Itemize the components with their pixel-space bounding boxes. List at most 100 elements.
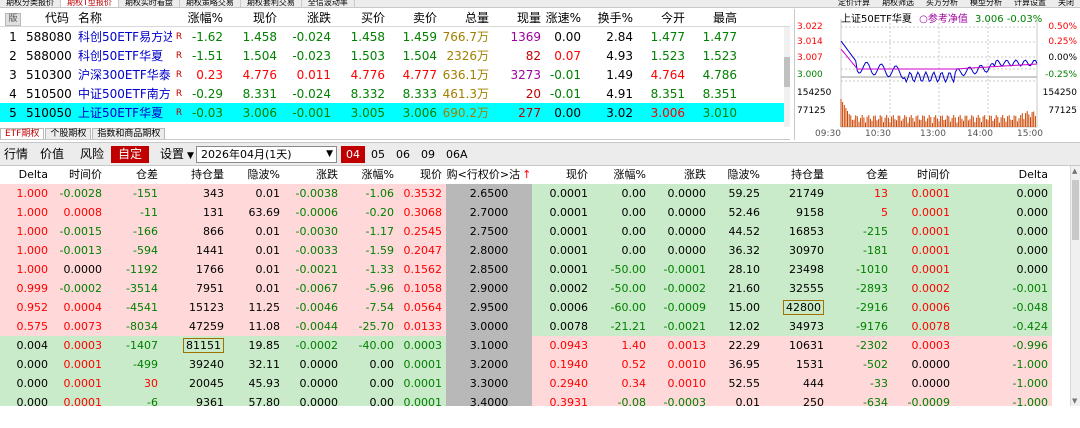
scroll-down-icon[interactable]: ▼ <box>1072 397 1078 405</box>
strike-price[interactable]: 3.4000 <box>446 393 532 406</box>
top-tab-5[interactable]: 全信波动率 <box>302 0 355 7</box>
put-cell-仓差: -2302 <box>828 336 892 355</box>
expiry-month-select[interactable]: 2026年04月(1天) ▼ <box>196 146 337 163</box>
strike-price[interactable]: 2.8500 <box>446 260 532 279</box>
sub-tab-0[interactable]: ETF期权 <box>0 128 45 139</box>
t-quote-scrollbar-thumb[interactable] <box>1072 180 1079 240</box>
top-right-link-2[interactable]: 买方分析 <box>926 0 958 7</box>
header-idx[interactable]: 版 <box>0 10 26 26</box>
quote-scrollbar[interactable] <box>784 27 790 127</box>
month-button-06A[interactable]: 06A <box>446 148 468 161</box>
quote-row[interactable]: 5 510050 上证50ETF华夏 R -0.03 3.006 -0.001 3.005 3.… <box>0 103 790 122</box>
strike-price[interactable]: 2.7000 <box>446 203 532 222</box>
header-open[interactable]: 今开 <box>660 11 685 25</box>
top-right-link-1[interactable]: 期权筛选 <box>882 0 914 7</box>
strike-price[interactable]: 2.8000 <box>446 241 532 260</box>
t-quote-scrollbar[interactable]: ▲ ▼ <box>1070 166 1080 406</box>
call-cell-Delta: 1.000 <box>0 260 52 279</box>
t-quote-row[interactable]: 0.004 0.0003 -1407 81151 19.85 -0.0002 -40.00 0… <box>0 336 1070 355</box>
put-cell-涨幅%: -50.00 <box>592 279 650 298</box>
t-quote-row[interactable]: 1.000 0.0000 -1192 1766 0.01 -0.0021 -1.33 0.15… <box>0 260 1070 279</box>
call-header-1[interactable]: 时间价 <box>69 168 102 181</box>
top-right-link-4[interactable]: 计算设置 <box>1014 0 1046 7</box>
call-header-5[interactable]: 涨跌 <box>316 168 338 181</box>
header-current-volume[interactable]: 现量 <box>516 11 541 25</box>
month-button-04[interactable]: 04 <box>341 146 365 163</box>
sub-tab-2[interactable]: 指数和商品期权 <box>92 128 166 139</box>
top-tab-4[interactable]: 期权套利交易 <box>241 0 302 7</box>
call-header-0[interactable]: Delta <box>18 168 48 181</box>
header-buy[interactable]: 买价 <box>360 11 385 25</box>
call-header-7[interactable]: 现价 <box>420 168 442 181</box>
t-quote-row[interactable]: 0.575 0.0073 -8034 47259 11.08 -0.0044 -25.70 0… <box>0 317 1070 336</box>
t-quote-row[interactable]: 1.000 -0.0028 -151 343 0.01 -0.0038 -1.06 0.353… <box>0 184 1070 203</box>
put-header-6[interactable]: 时间价 <box>917 168 950 181</box>
top-right-link-3[interactable]: 模型分析 <box>970 0 1002 7</box>
t-quote-row[interactable]: 1.000 0.0008 -11 131 63.69 -0.0006 -0.20 0.3068… <box>0 203 1070 222</box>
left-axis-label: 3.007 <box>797 53 823 63</box>
quote-row[interactable]: 1 588080 科创50ETF易方达 R -1.62 1.458 -0.024 1.458 1… <box>0 27 790 46</box>
strike-price[interactable]: 2.6500 <box>446 184 532 203</box>
header-code[interactable]: 代码 <box>44 11 69 25</box>
top-tab-0[interactable]: 期权分类报价 <box>0 0 61 7</box>
header-speed[interactable]: 涨速% <box>545 11 581 25</box>
month-button-05[interactable]: 05 <box>371 148 385 161</box>
header-volume[interactable]: 总量 <box>464 11 489 25</box>
header-diff[interactable]: 涨跌 <box>306 11 331 25</box>
toolbar-item-1[interactable]: 价值 <box>40 147 65 161</box>
top-tab-2[interactable]: 期权实时看盘 <box>119 0 180 7</box>
put-header-3[interactable]: 隐波% <box>727 168 760 181</box>
call-header-6[interactable]: 涨幅% <box>361 168 394 181</box>
strike-price[interactable]: 3.1000 <box>446 336 532 355</box>
t-quote-row[interactable]: 0.000 0.0001 30 20045 45.93 0.0000 0.00 0.0001 3… <box>0 374 1070 393</box>
scroll-up-icon[interactable]: ▲ <box>1072 167 1078 175</box>
strike-price[interactable]: 2.7500 <box>446 222 532 241</box>
call-cell-持仓量: 15123 <box>162 298 228 317</box>
quote-rows: 1 588080 科创50ETF易方达 R -1.62 1.458 -0.024 1.458 1… <box>0 27 790 122</box>
t-quote-row[interactable]: 0.999 -0.0002 -3514 7951 0.01 -0.0067 -5.96 0.1… <box>0 279 1070 298</box>
quote-row[interactable]: 4 510500 中证500ETF南方 R -0.29 8.331 -0.024 8.332 8… <box>0 84 790 103</box>
header-name[interactable]: 名称 <box>78 11 103 25</box>
month-button-09[interactable]: 09 <box>421 148 435 161</box>
t-quote-row[interactable]: 0.952 0.0004 -4541 15123 11.25 -0.0046 -7.54 0.… <box>0 298 1070 317</box>
quote-scrollbar-thumb[interactable] <box>784 57 790 87</box>
call-header-4[interactable]: 隐波% <box>247 168 280 181</box>
header-chg-pct[interactable]: 涨幅% <box>187 11 223 25</box>
put-header-0[interactable]: 现价 <box>566 168 588 181</box>
settings-menu[interactable]: 设置 ▼ <box>160 146 194 163</box>
custom-button[interactable]: 自定 <box>111 146 150 163</box>
put-header-1[interactable]: 涨幅% <box>613 168 646 181</box>
month-button-06[interactable]: 06 <box>396 148 410 161</box>
header-sell[interactable]: 卖价 <box>412 11 437 25</box>
quote-row[interactable]: 2 588000 科创50ETF华夏 R -1.51 1.504 -0.023 1.503 1.… <box>0 46 790 65</box>
toolbar-item-0[interactable]: 行情 <box>4 147 29 161</box>
header-turnover[interactable]: 换手% <box>597 11 633 25</box>
top-tab-3[interactable]: 期权策略交易 <box>180 0 241 7</box>
strike-price[interactable]: 2.9500 <box>446 298 532 317</box>
put-header-4[interactable]: 持仓量 <box>791 168 824 181</box>
strike-price[interactable]: 2.9000 <box>446 279 532 298</box>
strike-price[interactable]: 3.0000 <box>446 317 532 336</box>
strike-price[interactable]: 3.2000 <box>446 355 532 374</box>
intraday-mini-chart[interactable]: 上证50ETF华夏 ○参考净值 3.006 -0.03% 3.022 3.014 3… <box>794 9 1080 140</box>
top-right-link-5[interactable]: 关闭 <box>1058 0 1074 7</box>
call-header-2[interactable]: 仓差 <box>136 168 158 181</box>
strike-header[interactable]: 购<行权价>沽 ↑ <box>446 166 532 184</box>
header-high[interactable]: 最高 <box>712 11 737 25</box>
layout-toggle-button[interactable]: 版 <box>5 12 21 26</box>
put-header-7[interactable]: Delta <box>1018 168 1048 181</box>
t-quote-row[interactable]: 1.000 -0.0013 -594 1441 0.01 -0.0033 -1.59 0.20… <box>0 241 1070 260</box>
put-header-5[interactable]: 仓差 <box>866 168 888 181</box>
strike-price[interactable]: 3.3000 <box>446 374 532 393</box>
sub-tab-1[interactable]: 个股期权 <box>45 128 92 139</box>
put-header-2[interactable]: 涨跌 <box>684 168 706 181</box>
call-header-3[interactable]: 持仓量 <box>191 168 224 181</box>
t-quote-row[interactable]: 0.000 0.0001 -6 9361 57.80 0.0000 0.00 0.0001 3.… <box>0 393 1070 406</box>
header-price[interactable]: 现价 <box>252 11 277 25</box>
top-right-link-0[interactable]: 定价计算 <box>838 0 870 7</box>
t-quote-row[interactable]: 0.000 0.0001 -499 39240 32.11 0.0000 0.00 0.000… <box>0 355 1070 374</box>
t-quote-row[interactable]: 1.000 -0.0015 -166 866 0.01 -0.0030 -1.17 0.254… <box>0 222 1070 241</box>
top-tab-1[interactable]: 期权T型报价 <box>61 0 119 7</box>
quote-row[interactable]: 3 510300 沪深300ETF华泰... R 0.23 4.776 0.011 4.776… <box>0 65 790 84</box>
toolbar-item-2[interactable]: 风险 <box>80 147 105 161</box>
